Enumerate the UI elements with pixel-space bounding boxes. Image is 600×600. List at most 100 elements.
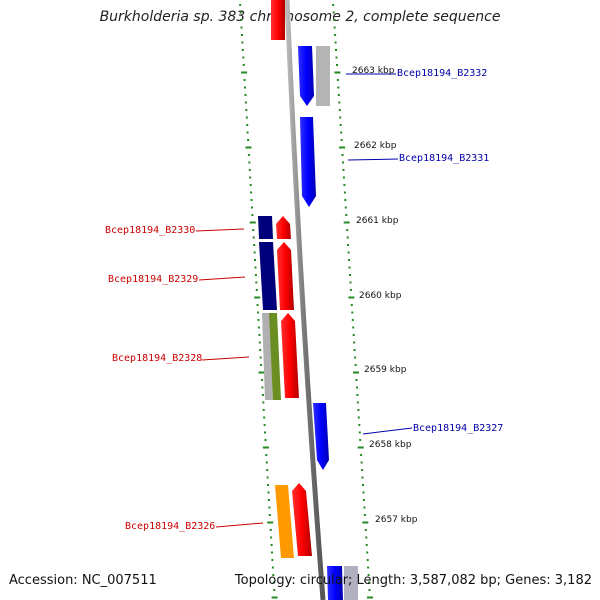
kbp-label-2660: 2660 kbp xyxy=(359,291,402,301)
tick-mark xyxy=(339,124,342,126)
tick-mark xyxy=(247,154,250,156)
tick-mark xyxy=(267,499,270,501)
tick-mark xyxy=(244,94,247,96)
gene-b2332-gray-block[interactable] xyxy=(316,46,330,106)
tick-mark xyxy=(244,101,247,104)
tick-mark xyxy=(352,326,355,329)
tick-mark xyxy=(348,259,351,261)
tick-mark xyxy=(348,296,355,299)
tick-mark xyxy=(246,131,249,134)
tick-mark xyxy=(348,266,351,269)
gene-b2329-arrow[interactable] xyxy=(277,242,294,310)
tick-mark xyxy=(271,566,274,569)
tick-mark xyxy=(264,431,266,434)
kbp-label-2658: 2658 kbp xyxy=(369,440,412,450)
tick-mark xyxy=(261,386,264,389)
tick-marks-left xyxy=(239,4,278,599)
tick-mark xyxy=(357,409,360,411)
gene-b2330-arrow[interactable] xyxy=(276,216,291,239)
gene-bottom-gray-block[interactable] xyxy=(344,566,358,600)
tick-mark xyxy=(351,319,354,321)
tick-mark xyxy=(343,221,350,224)
gene-label-b2332[interactable]: Bcep18194_B2332 xyxy=(397,68,488,79)
tick-mark xyxy=(240,19,243,21)
tick-mark xyxy=(253,244,256,246)
tick-mark xyxy=(364,529,367,531)
gene-label-b2326[interactable]: Bcep18194_B2326 xyxy=(125,521,216,532)
tick-mark xyxy=(261,394,264,396)
tick-mark xyxy=(248,169,251,171)
gene-bottom-blue-block[interactable] xyxy=(327,566,343,600)
tick-mark xyxy=(262,401,265,404)
gene-b2326-arrow[interactable] xyxy=(292,483,312,556)
tick-mark xyxy=(245,116,248,119)
tick-mark xyxy=(339,116,342,119)
tick-mark xyxy=(347,251,350,254)
tick-mark xyxy=(265,454,268,456)
tick-mark xyxy=(254,266,257,269)
gene-label-b2330[interactable]: Bcep18194_B2330 xyxy=(105,225,196,236)
kbp-label-2661: 2661 kbp xyxy=(356,216,399,226)
tick-mark xyxy=(338,109,341,111)
tick-mark xyxy=(338,101,341,104)
tick-mark xyxy=(267,491,270,494)
tick-mark xyxy=(363,506,366,509)
tick-mark xyxy=(340,139,343,141)
tick-mark xyxy=(258,341,261,344)
tick-mark xyxy=(270,536,273,539)
tick-mark xyxy=(245,109,248,111)
gene-label-b2329[interactable]: Bcep18194_B2329 xyxy=(108,274,199,285)
tick-mark xyxy=(334,41,337,44)
tick-mark xyxy=(265,461,268,464)
tick-mark xyxy=(264,439,267,441)
gene-top-red-block[interactable] xyxy=(271,0,285,40)
tick-mark xyxy=(366,559,369,561)
tick-mark xyxy=(267,521,274,524)
tick-mark xyxy=(362,484,364,486)
tick-mark xyxy=(367,566,370,569)
tick-mark xyxy=(333,26,336,29)
tick-mark xyxy=(356,394,359,396)
tick-mark xyxy=(355,379,358,381)
tick-mark xyxy=(257,326,260,329)
tick-mark xyxy=(346,236,349,239)
tick-mark xyxy=(242,56,245,59)
tick-mark xyxy=(243,79,246,81)
gene-label-b2327[interactable]: Bcep18194_B2327 xyxy=(413,423,504,434)
tick-mark xyxy=(256,304,259,306)
tick-mark xyxy=(247,139,250,141)
tick-mark xyxy=(249,184,252,186)
tick-mark xyxy=(252,229,255,231)
tick-mark xyxy=(347,244,350,246)
tick-mark xyxy=(257,311,260,314)
tick-mark xyxy=(350,304,353,306)
tick-mark xyxy=(272,581,275,584)
gene-b2326-orange-block[interactable] xyxy=(275,485,294,558)
gene-b2329-dark-block[interactable] xyxy=(259,242,277,310)
tick-mark xyxy=(241,41,244,44)
tick-mark xyxy=(342,161,344,164)
tick-mark xyxy=(268,506,271,509)
gene-label-b2331[interactable]: Bcep18194_B2331 xyxy=(399,153,490,164)
gene-b2331-arrow[interactable] xyxy=(300,117,316,207)
gene-b2327-arrow[interactable] xyxy=(313,403,329,470)
gene-b2328-arrow[interactable] xyxy=(281,313,299,398)
gene-label-b2328[interactable]: Bcep18194_B2328 xyxy=(112,353,203,364)
tick-mark xyxy=(249,176,252,179)
tick-mark xyxy=(343,191,346,194)
gene-b2330-dark-block[interactable] xyxy=(258,216,273,239)
kbp-label-2657: 2657 kbp xyxy=(375,515,418,525)
gene-b2328-green-block[interactable] xyxy=(269,313,281,400)
tick-mark xyxy=(251,214,254,216)
tick-mark xyxy=(254,296,261,299)
tick-mark xyxy=(261,379,263,381)
tick-mark xyxy=(337,86,340,89)
kbp-label-2662: 2662 kbp xyxy=(354,141,397,151)
kbp-label-2663: 2663 kbp xyxy=(352,66,395,76)
tick-mark xyxy=(358,424,361,426)
tick-mark xyxy=(346,229,349,231)
gene-b2332-arrow[interactable] xyxy=(298,46,314,106)
tick-mark xyxy=(241,71,248,74)
accession-text: Accession: NC_007511 xyxy=(9,573,157,588)
tick-mark xyxy=(337,94,340,96)
